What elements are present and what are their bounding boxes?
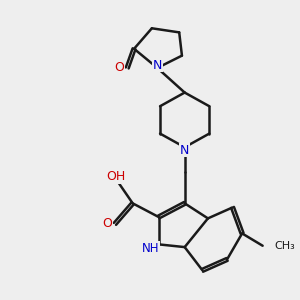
Text: NH: NH (142, 242, 159, 255)
Text: O: O (115, 61, 124, 74)
Text: O: O (102, 218, 112, 230)
Text: OH: OH (107, 170, 126, 183)
Text: N: N (180, 143, 189, 157)
Text: CH₃: CH₃ (274, 241, 295, 251)
Text: N: N (153, 59, 162, 72)
